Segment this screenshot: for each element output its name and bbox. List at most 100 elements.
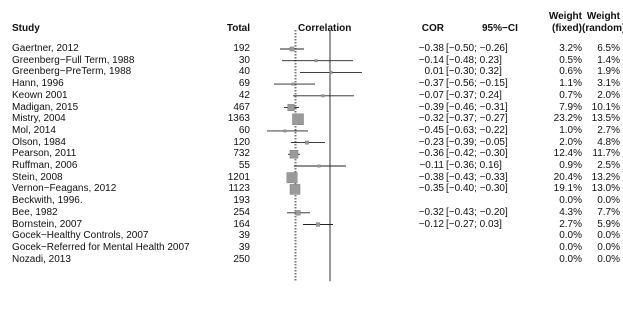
- header-ci: 95%−CI: [482, 23, 518, 34]
- point-estimate-box: [291, 82, 295, 86]
- header-weight-fixed-2: (fixed): [552, 23, 582, 34]
- study-cor: −0.38: [418, 171, 444, 183]
- study-total: 40: [238, 66, 250, 78]
- study-total: 60: [238, 124, 250, 136]
- study-ci: [−0.50; −0.26]: [446, 43, 508, 54]
- study-name: Mistry, 2004: [12, 113, 66, 125]
- study-weight-fixed: 0.0%: [559, 195, 582, 207]
- study-weight-fixed: 0.5%: [559, 54, 582, 66]
- study-weight-fixed: 20.4%: [553, 171, 582, 183]
- study-ci: [−0.43; −0.33]: [446, 171, 508, 183]
- study-name: Mol, 2014: [12, 124, 56, 136]
- study-total: 250: [233, 253, 250, 265]
- study-name: Greenberg−Full Term, 1988: [12, 54, 135, 66]
- study-ci: [−0.27; 0.03]: [446, 218, 502, 230]
- study-total: 1201: [227, 171, 250, 183]
- study-weight-fixed: 12.4%: [553, 148, 582, 160]
- study-ci: [−0.43; −0.20]: [446, 206, 508, 218]
- study-name: Stein, 2008: [12, 171, 63, 183]
- study-ci: [−0.37; 0.24]: [446, 89, 502, 101]
- study-cor: −0.38: [418, 43, 444, 54]
- study-ci: [−0.56; −0.15]: [446, 78, 508, 90]
- study-ci: [−0.36; 0.16]: [446, 160, 502, 171]
- point-estimate-box: [321, 94, 325, 98]
- study-total: 732: [233, 148, 250, 160]
- header-study: Study: [12, 23, 40, 34]
- study-cor: −0.36: [418, 148, 444, 160]
- point-estimate-box: [286, 172, 298, 184]
- study-name: Gaertner, 2012: [12, 43, 79, 54]
- study-weight-fixed: 0.0%: [559, 230, 582, 242]
- study-cor: 0.01: [424, 66, 444, 78]
- point-estimate-box: [287, 104, 295, 111]
- study-weight-fixed: 7.9%: [559, 101, 582, 113]
- study-weight-random: 0.0%: [597, 241, 620, 253]
- study-cor: −0.32: [418, 206, 444, 218]
- study-weight-random: 3.1%: [597, 78, 620, 90]
- point-estimate-box: [329, 70, 333, 74]
- study-total: 467: [233, 101, 250, 113]
- point-estimate-box: [305, 140, 309, 145]
- header-cor: COR: [421, 23, 444, 34]
- study-ci: [−0.48; 0.23]: [446, 54, 502, 66]
- study-weight-fixed: 1.0%: [559, 124, 582, 136]
- study-weight-random: 5.9%: [597, 218, 620, 230]
- study-weight-fixed: 0.0%: [559, 253, 582, 265]
- study-total: 39: [238, 230, 250, 242]
- study-name: Madigan, 2015: [12, 101, 79, 113]
- study-weight-fixed: 0.6%: [559, 66, 582, 78]
- study-name: Greenberg−PreTerm, 1988: [12, 66, 132, 78]
- study-weight-fixed: 1.1%: [559, 78, 582, 90]
- study-weight-fixed: 4.3%: [559, 206, 582, 218]
- study-total: 1363: [227, 113, 250, 125]
- header-weight-fixed-1: Weight: [548, 11, 582, 22]
- study-weight-random: 0.0%: [597, 195, 620, 207]
- study-weight-random: 2.0%: [597, 89, 620, 101]
- study-weight-fixed: 3.2%: [559, 43, 582, 54]
- study-name: Gocek−Referred for Mental Health 2007: [12, 241, 190, 253]
- study-weight-random: 0.0%: [597, 253, 620, 265]
- study-name: Bornstein, 2007: [12, 218, 83, 230]
- study-total: 120: [233, 136, 250, 148]
- study-weight-random: 2.7%: [597, 124, 620, 136]
- study-ci: [−0.42; −0.30]: [446, 148, 508, 160]
- study-weight-fixed: 0.7%: [559, 89, 582, 101]
- study-name: Hann, 1996: [12, 78, 64, 90]
- study-total: 69: [238, 78, 250, 90]
- study-name: Gocek−Healthy Controls, 2007: [12, 230, 149, 242]
- study-cor: −0.12: [418, 218, 444, 230]
- study-weight-random: 1.4%: [597, 54, 620, 66]
- study-total: 193: [233, 195, 250, 207]
- study-weight-random: 13.5%: [591, 113, 620, 125]
- study-name: Olson, 1984: [12, 136, 66, 148]
- study-weight-fixed: 0.9%: [559, 160, 582, 171]
- study-name: Pearson, 2011: [12, 148, 77, 160]
- point-estimate-box: [283, 129, 287, 133]
- study-cor: −0.11: [419, 160, 444, 171]
- header-weight-random-2: (random): [582, 23, 623, 34]
- point-estimate-box: [289, 184, 301, 195]
- study-total: 1123: [228, 183, 250, 195]
- study-name: Nozadi, 2013: [12, 253, 71, 265]
- study-weight-random: 10.1%: [591, 101, 620, 113]
- study-cor: −0.32: [418, 113, 444, 125]
- point-estimate-box: [295, 210, 301, 216]
- point-estimate-box: [289, 46, 295, 52]
- study-weight-random: 0.0%: [597, 230, 620, 242]
- study-total: 192: [233, 43, 250, 54]
- study-ci: [−0.37; −0.27]: [446, 113, 508, 125]
- point-estimate-box: [317, 164, 321, 168]
- study-weight-fixed: 23.2%: [553, 113, 582, 125]
- study-weight-fixed: 2.7%: [559, 218, 582, 230]
- study-weight-random: 2.5%: [597, 160, 620, 171]
- study-weight-random: 7.7%: [597, 206, 620, 218]
- study-cor: −0.45: [418, 124, 444, 136]
- study-name: Vernon−Feagans, 2012: [12, 183, 117, 195]
- study-total: 55: [238, 160, 250, 171]
- study-weight-random: 1.9%: [597, 66, 620, 78]
- study-weight-random: 6.5%: [597, 43, 620, 54]
- study-cor: −0.37: [418, 78, 444, 90]
- study-cor: −0.35: [418, 183, 444, 195]
- study-weight-fixed: 19.1%: [553, 183, 582, 195]
